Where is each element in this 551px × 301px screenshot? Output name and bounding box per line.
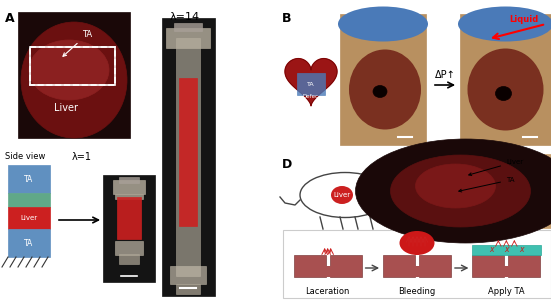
- Bar: [166, 28, 210, 48]
- Ellipse shape: [21, 22, 127, 138]
- Bar: [174, 23, 202, 31]
- Ellipse shape: [355, 139, 551, 243]
- Bar: [8, 193, 50, 207]
- Bar: [162, 18, 215, 296]
- Bar: [294, 255, 326, 277]
- Bar: [503, 266, 511, 277]
- Bar: [103, 175, 155, 282]
- Bar: [460, 14, 551, 145]
- Text: TA: TA: [24, 175, 34, 184]
- Text: Liver: Liver: [333, 192, 350, 198]
- Bar: [329, 255, 361, 277]
- Text: ΔP↑: ΔP↑: [435, 70, 456, 80]
- Text: x: x: [489, 246, 494, 255]
- Ellipse shape: [391, 155, 531, 227]
- Ellipse shape: [373, 85, 387, 98]
- Ellipse shape: [396, 185, 400, 189]
- Bar: [30, 47, 115, 85]
- Bar: [8, 207, 50, 229]
- Bar: [170, 266, 206, 284]
- Bar: [176, 284, 200, 294]
- Text: Liquid: Liquid: [509, 15, 538, 24]
- Bar: [115, 241, 143, 255]
- Bar: [8, 165, 50, 193]
- Text: B: B: [282, 12, 291, 25]
- Bar: [383, 255, 415, 277]
- Bar: [413, 266, 422, 277]
- Text: Liver: Liver: [469, 159, 523, 175]
- Bar: [117, 197, 141, 239]
- Ellipse shape: [29, 40, 109, 100]
- Bar: [283, 230, 551, 298]
- Bar: [8, 229, 50, 257]
- Ellipse shape: [399, 231, 435, 255]
- Text: λ=14: λ=14: [170, 12, 200, 22]
- Text: Liver: Liver: [20, 215, 37, 221]
- Text: TA: TA: [63, 30, 92, 56]
- Text: D: D: [282, 158, 292, 171]
- Text: A: A: [5, 12, 15, 25]
- Bar: [509, 255, 541, 277]
- Bar: [18, 12, 130, 138]
- Ellipse shape: [349, 49, 421, 129]
- Ellipse shape: [458, 7, 551, 42]
- Bar: [297, 73, 325, 95]
- Bar: [119, 177, 139, 183]
- Ellipse shape: [415, 164, 495, 208]
- Bar: [115, 194, 143, 199]
- Text: TA: TA: [24, 238, 34, 247]
- Bar: [179, 78, 197, 226]
- Bar: [119, 254, 139, 264]
- Text: Laceration: Laceration: [305, 287, 350, 296]
- Text: TA: TA: [307, 82, 315, 86]
- Polygon shape: [285, 59, 337, 106]
- Text: Apply TA: Apply TA: [488, 287, 525, 296]
- Ellipse shape: [467, 48, 543, 131]
- Text: Bleeding: Bleeding: [398, 287, 436, 296]
- Bar: [400, 154, 551, 228]
- Bar: [419, 255, 451, 277]
- Text: x: x: [519, 246, 523, 255]
- Text: x: x: [504, 246, 509, 255]
- Text: Side view: Side view: [5, 152, 45, 161]
- Bar: [176, 38, 200, 276]
- Ellipse shape: [331, 186, 353, 204]
- Text: Defec.: Defec.: [302, 94, 320, 98]
- Text: Heart: Heart: [302, 54, 320, 58]
- Bar: [340, 14, 426, 145]
- Ellipse shape: [338, 7, 428, 42]
- Bar: [323, 266, 333, 277]
- Bar: [472, 245, 541, 255]
- Text: Liver: Liver: [54, 103, 78, 113]
- Text: TA: TA: [459, 177, 515, 192]
- Bar: [113, 180, 145, 194]
- Bar: [472, 255, 504, 277]
- Ellipse shape: [495, 86, 511, 101]
- Text: λ=1: λ=1: [72, 152, 92, 162]
- Bar: [30, 47, 115, 85]
